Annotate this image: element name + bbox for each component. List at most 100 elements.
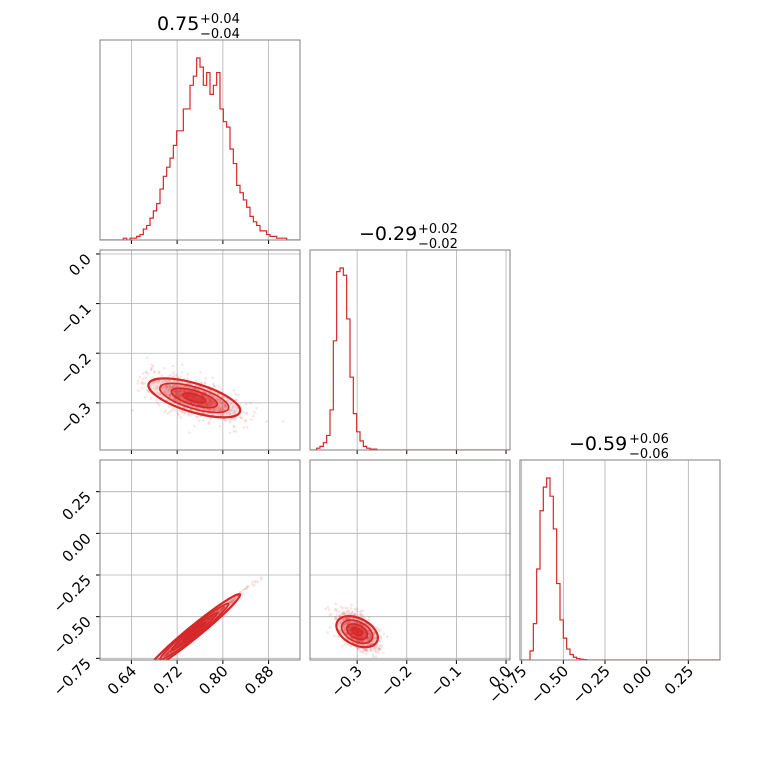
scatter-point: [333, 634, 336, 638]
scatter-point: [143, 670, 146, 673]
scatter-point: [221, 606, 225, 609]
scatter-point: [374, 647, 377, 651]
scatter-point: [228, 600, 232, 604]
scatter-point: [158, 393, 162, 396]
y-tick-label: −0.3: [56, 399, 94, 437]
scatter-point: [166, 390, 170, 393]
scatter-point: [221, 607, 224, 611]
scatter-point: [141, 382, 145, 386]
title-minus: −0.02: [418, 237, 458, 252]
scatter-point: [167, 649, 171, 653]
y-tick-label: −0.2: [56, 349, 94, 387]
scatter-point: [152, 381, 155, 384]
scatter-point: [202, 394, 205, 397]
scatter-point: [165, 652, 168, 656]
scatter-point: [153, 664, 156, 667]
scatter-point: [382, 632, 386, 635]
scatter-point: [230, 417, 234, 421]
scatter-point: [220, 401, 224, 405]
scatter-point: [374, 646, 378, 650]
panel-frame: [99, 39, 301, 241]
scatter-point: [343, 623, 347, 626]
scatter-point: [368, 615, 371, 619]
scatter-point: [177, 376, 180, 379]
scatter-point: [141, 377, 145, 381]
scatter-point: [179, 389, 183, 393]
scatter-point: [156, 385, 159, 388]
scatter-point: [348, 616, 351, 620]
scatter-point: [221, 606, 224, 610]
scatter-point: [355, 607, 359, 610]
scatter-point: [137, 379, 140, 382]
scatter-point: [149, 668, 152, 671]
scatter-point: [218, 407, 222, 411]
scatter-point: [359, 610, 363, 613]
scatter-point: [150, 662, 153, 665]
scatter-point: [368, 643, 371, 647]
scatter-point: [172, 370, 175, 374]
scatter-point: [339, 630, 342, 634]
scatter-point: [212, 407, 216, 411]
scatter-point: [178, 389, 181, 393]
scatter-point: [367, 635, 371, 638]
scatter-point: [187, 431, 191, 434]
scatter-point: [341, 644, 344, 648]
scatter-point: [184, 399, 188, 402]
scatter-point: [374, 625, 378, 629]
scatter-point: [181, 390, 185, 393]
scatter-point: [193, 387, 196, 391]
scatter-point: [202, 411, 206, 415]
scatter-point: [346, 612, 350, 615]
y-tick-label: 0.00: [58, 529, 94, 565]
scatter-point: [166, 651, 169, 655]
scatter-point: [149, 667, 152, 670]
scatter-point: [228, 418, 231, 422]
x-tick-label: 0.25: [661, 662, 697, 698]
scatter-point: [241, 416, 244, 420]
scatter-point: [205, 401, 208, 405]
scatter-point: [165, 651, 169, 655]
scatter-point: [166, 651, 170, 655]
scatter-point: [224, 405, 227, 408]
scatter-point: [174, 389, 178, 392]
y-tick-label: −0.75: [50, 654, 95, 699]
scatter-point: [173, 390, 177, 394]
scatter-point: [150, 668, 153, 671]
scatter-point: [140, 380, 144, 384]
scatter-point: [153, 661, 156, 664]
scatter-point: [179, 396, 182, 400]
scatter-point: [234, 398, 238, 402]
y-tick-label: 0.25: [58, 488, 94, 524]
scatter-point: [174, 392, 178, 396]
scatter-point: [349, 612, 352, 616]
scatter-point: [363, 639, 367, 643]
scatter-point: [153, 370, 156, 374]
scatter-point: [221, 407, 224, 410]
scatter-point: [178, 392, 181, 396]
scatter-point: [350, 632, 354, 636]
scatter-point: [206, 401, 210, 405]
scatter-point: [265, 420, 268, 423]
scatter-point: [168, 385, 172, 388]
scatter-point: [334, 615, 337, 619]
scatter-point: [221, 401, 224, 404]
scatter-point: [324, 607, 327, 611]
scatter-point: [204, 403, 208, 407]
scatter-point: [228, 600, 232, 604]
scatter-point: [95, 389, 98, 392]
scatter-point: [379, 648, 382, 651]
scatter-point: [243, 587, 247, 591]
scatter-point: [349, 625, 353, 629]
x-tick-label: 0.80: [195, 662, 231, 698]
scatter-point: [223, 418, 226, 421]
panel-1-0: 0.0 −0.1 −0.2 −0.3: [56, 249, 301, 454]
scatter-point: [216, 397, 219, 401]
scatter-point: [181, 363, 184, 366]
scatter-point: [219, 402, 223, 405]
scatter-point: [168, 649, 171, 653]
title-median: −0.59: [569, 433, 627, 455]
scatter-point: [230, 599, 234, 602]
scatter-point: [177, 642, 180, 646]
scatter-point: [177, 393, 181, 396]
scatter-point: [174, 389, 177, 393]
